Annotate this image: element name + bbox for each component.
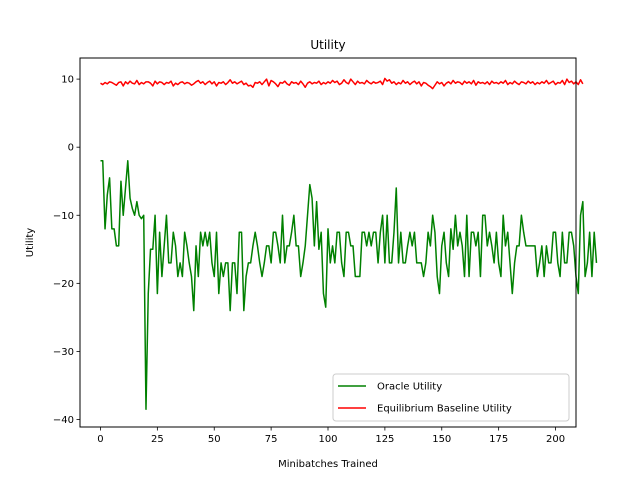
legend: Oracle Utility Equilibrium Baseline Utili…: [332, 373, 570, 422]
x-tick-label: 150: [432, 434, 451, 445]
x-tick-label: 25: [151, 434, 164, 445]
legend-label-equilibrium-baseline-utility: Equilibrium Baseline Utility: [377, 404, 512, 415]
x-tick-label: 75: [265, 434, 278, 445]
legend-box: [332, 373, 570, 422]
x-tick-label: 175: [489, 434, 508, 445]
x-tick-label: 125: [375, 434, 394, 445]
chart-title: Utility: [310, 38, 345, 52]
legend-label-oracle-utility: Oracle Utility: [377, 382, 442, 393]
series-layer: [100, 77, 598, 411]
x-tick-label: 100: [318, 434, 337, 445]
y-tick-label: −40: [53, 415, 74, 426]
x-tick-label: 0: [97, 434, 103, 445]
y-tick-label: −10: [53, 211, 74, 222]
x-axis: 0 25 50 75 100 125 150 175 200: [97, 427, 565, 445]
x-tick-label: 50: [208, 434, 221, 445]
y-tick-label: 10: [61, 75, 74, 86]
series-line-equilibrium-baseline-utility: [100, 77, 584, 90]
y-axis: 10 0 −10 −20 −30 −40: [53, 75, 80, 426]
y-tick-label: −20: [53, 279, 74, 290]
y-tick-label: 0: [68, 143, 74, 154]
series-line-oracle-utility: [100, 160, 598, 411]
y-tick-label: −30: [53, 347, 74, 358]
x-tick-label: 200: [546, 434, 565, 445]
x-axis-title: Minibatches Trained: [278, 459, 378, 470]
y-axis-title: Utility: [25, 228, 36, 257]
